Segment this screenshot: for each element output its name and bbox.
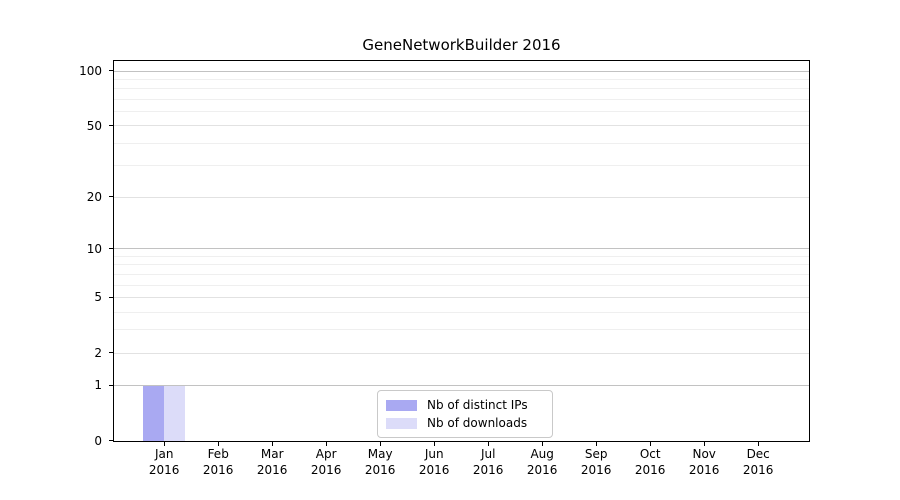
x-tick-mark: [379, 442, 381, 446]
legend-item-downloads: Nb of downloads: [386, 415, 544, 431]
x-tick-mark: [217, 442, 219, 446]
x-tick-year: 2016: [526, 462, 558, 477]
x-tick-mark: [163, 442, 165, 446]
x-tick-month: Sep: [584, 447, 608, 461]
x-tick-label-nov: Nov 2016: [674, 447, 734, 478]
gridline: [114, 311, 809, 313]
x-tick-mark: [595, 442, 597, 446]
x-tick-month: Aug: [530, 447, 554, 461]
bar-distinct-ips: [143, 385, 164, 441]
gridline: [114, 98, 809, 100]
x-tick-mark: [541, 442, 543, 446]
legend-swatch-distinct-ips: [386, 399, 417, 411]
gridline: [114, 79, 809, 81]
y-tick-mark: [109, 248, 113, 250]
x-tick-mark: [271, 442, 273, 446]
gridline: [114, 329, 809, 331]
legend-swatch-downloads: [386, 417, 417, 429]
x-tick-label-feb: Feb 2016: [188, 447, 248, 478]
x-tick-year: 2016: [688, 462, 720, 477]
x-tick-year: 2016: [418, 462, 450, 477]
x-tick-label-jun: Jun 2016: [404, 447, 464, 478]
x-tick-month: Jan: [154, 447, 174, 461]
y-tick-mark: [109, 440, 113, 442]
y-tick-mark: [109, 384, 113, 386]
plot-area: [113, 60, 810, 442]
gridline: [114, 88, 809, 90]
x-tick-label-may: May 2016: [350, 447, 410, 478]
gridline: [114, 196, 809, 198]
y-tick-mark: [109, 125, 113, 127]
x-tick-label-jul: Jul 2016: [458, 447, 518, 478]
gridline: [114, 125, 809, 127]
gridline: [114, 264, 809, 266]
gridline: [114, 142, 809, 144]
x-tick-mark: [487, 442, 489, 446]
x-tick-month: Nov: [692, 447, 716, 461]
y-tick-label: 20: [86, 189, 102, 204]
gridline: [114, 352, 809, 354]
x-tick-month: Feb: [207, 447, 229, 461]
x-tick-month: Jun: [424, 447, 444, 461]
x-tick-month: Mar: [260, 447, 284, 461]
gridline: [114, 70, 809, 72]
gridline: [114, 296, 809, 298]
legend-item-distinct-ips: Nb of distinct IPs: [386, 397, 544, 413]
y-tick-mark: [109, 70, 113, 72]
x-tick-month: Apr: [315, 447, 337, 461]
x-tick-month: Oct: [639, 447, 661, 461]
y-tick-label: 100: [79, 63, 102, 78]
legend-label-downloads: Nb of downloads: [427, 416, 528, 430]
x-tick-year: 2016: [148, 462, 180, 477]
gridline: [114, 111, 809, 113]
y-tick-mark: [109, 296, 113, 298]
gridline: [114, 256, 809, 258]
x-tick-label-dec: Dec 2016: [728, 447, 788, 478]
x-tick-mark: [757, 442, 759, 446]
legend-label-distinct-ips: Nb of distinct IPs: [427, 398, 528, 412]
gridline: [114, 248, 809, 250]
x-tick-label-mar: Mar 2016: [242, 447, 302, 478]
x-tick-year: 2016: [634, 462, 666, 477]
y-tick-mark: [109, 352, 113, 354]
x-tick-year: 2016: [472, 462, 504, 477]
x-tick-mark: [433, 442, 435, 446]
y-tick-label: 50: [86, 118, 102, 133]
x-tick-label-jan: Jan 2016: [134, 447, 194, 478]
chart-title: GeneNetworkBuilder 2016: [362, 36, 561, 54]
x-tick-label-oct: Oct 2016: [620, 447, 680, 478]
legend: Nb of distinct IPs Nb of downloads: [377, 390, 553, 438]
x-tick-year: 2016: [580, 462, 612, 477]
x-tick-label-sep: Sep 2016: [566, 447, 626, 478]
x-tick-month: Dec: [746, 447, 770, 461]
x-tick-year: 2016: [256, 462, 288, 477]
x-tick-year: 2016: [310, 462, 342, 477]
x-tick-mark: [649, 442, 651, 446]
bar-downloads: [164, 385, 185, 441]
y-tick-label: 2: [94, 345, 102, 360]
x-tick-year: 2016: [742, 462, 774, 477]
x-tick-label-apr: Apr 2016: [296, 447, 356, 478]
x-tick-month: Jul: [480, 447, 496, 461]
x-tick-year: 2016: [202, 462, 234, 477]
y-tick-label: 1: [94, 378, 102, 393]
gridline: [114, 165, 809, 167]
gridline: [114, 273, 809, 275]
x-tick-month: May: [367, 447, 393, 461]
y-tick-label: 10: [86, 241, 102, 256]
y-tick-mark: [109, 196, 113, 198]
x-tick-label-aug: Aug 2016: [512, 447, 572, 478]
x-tick-year: 2016: [364, 462, 396, 477]
y-tick-label: 0: [94, 433, 102, 448]
y-tick-label: 5: [94, 290, 102, 305]
gridline: [114, 385, 809, 387]
x-tick-mark: [325, 442, 327, 446]
gridline: [114, 284, 809, 286]
x-tick-mark: [703, 442, 705, 446]
